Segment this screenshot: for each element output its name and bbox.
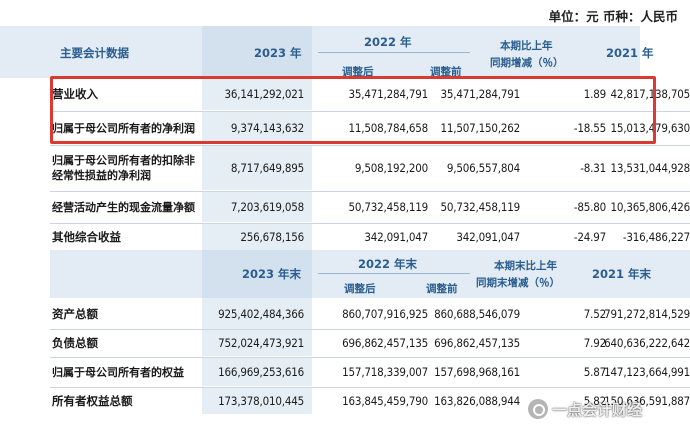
cell-2023: 7,203,619,058	[202, 192, 312, 222]
cell-2022-adjusted: 860,707,916,925	[342, 307, 428, 321]
section2-header-divider	[318, 273, 470, 274]
row-label: 归属于母公司所有者的扣除非经常性损益的净利润	[52, 154, 195, 182]
row-divider	[50, 145, 690, 146]
section1-header-change-line2: 同期增减（％）	[490, 57, 564, 69]
cell-change: -18.55	[573, 121, 606, 135]
section2-header-change-line1: 本期末比上年	[494, 260, 557, 272]
row-label: 其他综合收益	[52, 229, 121, 244]
cell-2022-before: 157,698,968,161	[434, 365, 520, 379]
section1-header-divider	[318, 52, 470, 53]
section2-header-adjusted: 调整后	[344, 283, 376, 295]
cell-2021: -316,486,227	[622, 230, 690, 244]
cell-2022-before: 163,826,088,944	[434, 394, 520, 408]
unit-currency-line: 单位：元 币种：人民币	[548, 9, 678, 24]
section1-header-2022: 2022 年	[364, 35, 412, 49]
cell-2023: 8,717,649,895	[202, 146, 312, 190]
section2-header-before-adjustment: 调整前	[426, 283, 458, 295]
cell-change: 5.87	[583, 365, 606, 379]
cell-2022-before: 696,862,457,135	[434, 336, 520, 350]
row-divider	[50, 111, 690, 112]
section1-header-2023: 2023 年	[254, 46, 302, 60]
cell-2021: 42,817,138,705	[610, 87, 690, 101]
table-row: 归属于母公司所有者的扣除非经常性损益的净利润 8,717,649,895 9,5…	[50, 146, 690, 190]
cell-2022-before: 9,506,557,804	[446, 161, 520, 175]
section1-header-before-adjustment: 调整前	[430, 66, 462, 78]
section1-header-current-year-band	[202, 26, 312, 78]
section2-header-2021: 2021 年末	[592, 267, 652, 281]
cell-2021: 640,636,222,642	[604, 336, 690, 350]
row-divider	[50, 329, 690, 330]
cell-2022-before: 860,688,546,079	[434, 307, 520, 321]
row-label: 负债总额	[52, 335, 98, 350]
cell-2023: 36,141,292,021	[202, 78, 312, 110]
row-label: 归属于母公司所有者的净利润	[52, 121, 195, 135]
cell-2023: 752,024,473,921	[202, 330, 312, 356]
row-label: 所有者权益总额	[52, 393, 133, 408]
weibo-logo-icon	[528, 399, 548, 419]
section1-header-label: 主要会计数据	[60, 46, 129, 60]
cell-2022-adjusted: 9,508,192,200	[354, 161, 428, 175]
table-row: 其他综合收益 256,678,156 342,091,047 342,091,0…	[50, 224, 690, 250]
cell-2022-adjusted: 342,091,047	[364, 230, 428, 244]
row-divider	[50, 191, 690, 192]
cell-2023: 166,969,253,616	[202, 358, 312, 386]
section2-header-change-line2: 同期末增减（％）	[476, 277, 560, 289]
highlight-box	[50, 76, 656, 144]
table-row: 负债总额 752,024,473,921 696,862,457,135 696…	[50, 330, 690, 356]
cell-2022-adjusted: 50,732,458,119	[348, 200, 429, 214]
section2-header-2023: 2023 年末	[242, 267, 302, 281]
section1-header-adjusted: 调整后	[342, 66, 374, 78]
cell-change: 1.89	[583, 87, 606, 101]
cell-2021: 13,531,044,928	[610, 161, 690, 175]
row-divider	[50, 223, 690, 224]
cell-change: -85.80	[573, 200, 606, 214]
cell-2022-before: 35,471,284,791	[440, 87, 521, 101]
cell-change: -24.97	[573, 230, 606, 244]
cell-2021: 791,272,814,529	[604, 307, 690, 321]
section1-header-2021: 2021 年	[606, 46, 654, 60]
cell-2022-adjusted: 35,471,284,791	[348, 87, 429, 101]
table-row: 经营活动产生的现金流量净额 7,203,619,058 50,732,458,1…	[50, 192, 690, 222]
section2-header-current-year-band	[202, 250, 312, 298]
cell-2022-before: 342,091,047	[456, 230, 520, 244]
cell-2023: 256,678,156	[202, 224, 312, 250]
cell-2021: 150,636,591,887	[604, 394, 690, 408]
cell-2022-adjusted: 696,862,457,135	[342, 336, 428, 350]
cell-change: 7.52	[583, 307, 606, 321]
cell-2023: 9,374,143,632	[202, 112, 312, 144]
cell-2023: 925,402,484,366	[202, 298, 312, 330]
table-row: 资产总额 925,402,484,366 860,707,916,925 860…	[50, 298, 690, 330]
section2-header	[50, 250, 690, 298]
cell-2022-adjusted: 163,845,459,790	[342, 394, 428, 408]
cell-2022-adjusted: 11,508,784,658	[348, 121, 429, 135]
cell-2021: 147,123,664,991	[604, 365, 690, 379]
table-row: 归属于母公司所有者的权益 166,969,253,616 157,718,339…	[50, 358, 690, 386]
cell-change: 5.82	[583, 394, 606, 408]
cell-2021: 10,365,806,426	[610, 200, 690, 214]
cell-2022-adjusted: 157,718,339,007	[342, 365, 428, 379]
table-row: 归属于母公司所有者的净利润 9,374,143,632 11,508,784,6…	[50, 112, 690, 144]
cell-2022-before: 11,507,150,262	[440, 121, 521, 135]
row-label: 资产总额	[52, 306, 98, 321]
row-label: 归属于母公司所有者的权益	[52, 365, 184, 379]
watermark-text: 一点会计财经	[552, 400, 643, 419]
cell-2022-before: 50,732,458,119	[440, 200, 521, 214]
section2-header-2022: 2022 年末	[358, 257, 418, 271]
table-row: 营业收入 36,141,292,021 35,471,284,791 35,47…	[50, 78, 690, 110]
cell-2021: 15,013,479,630	[610, 121, 690, 135]
cell-2023: 173,378,010,445	[202, 388, 312, 414]
row-divider	[50, 357, 690, 358]
cell-change: 7.92	[583, 336, 606, 350]
section1-header-change-line1: 本期比上年	[500, 40, 553, 52]
table-row: 所有者权益总额 173,378,010,445 163,845,459,790 …	[50, 388, 690, 414]
row-label: 经营活动产生的现金流量净额	[52, 200, 195, 214]
row-divider	[50, 387, 690, 388]
row-label: 营业收入	[52, 86, 98, 101]
cell-change: -8.31	[580, 161, 606, 175]
watermark: 一点会计财经	[528, 396, 690, 422]
